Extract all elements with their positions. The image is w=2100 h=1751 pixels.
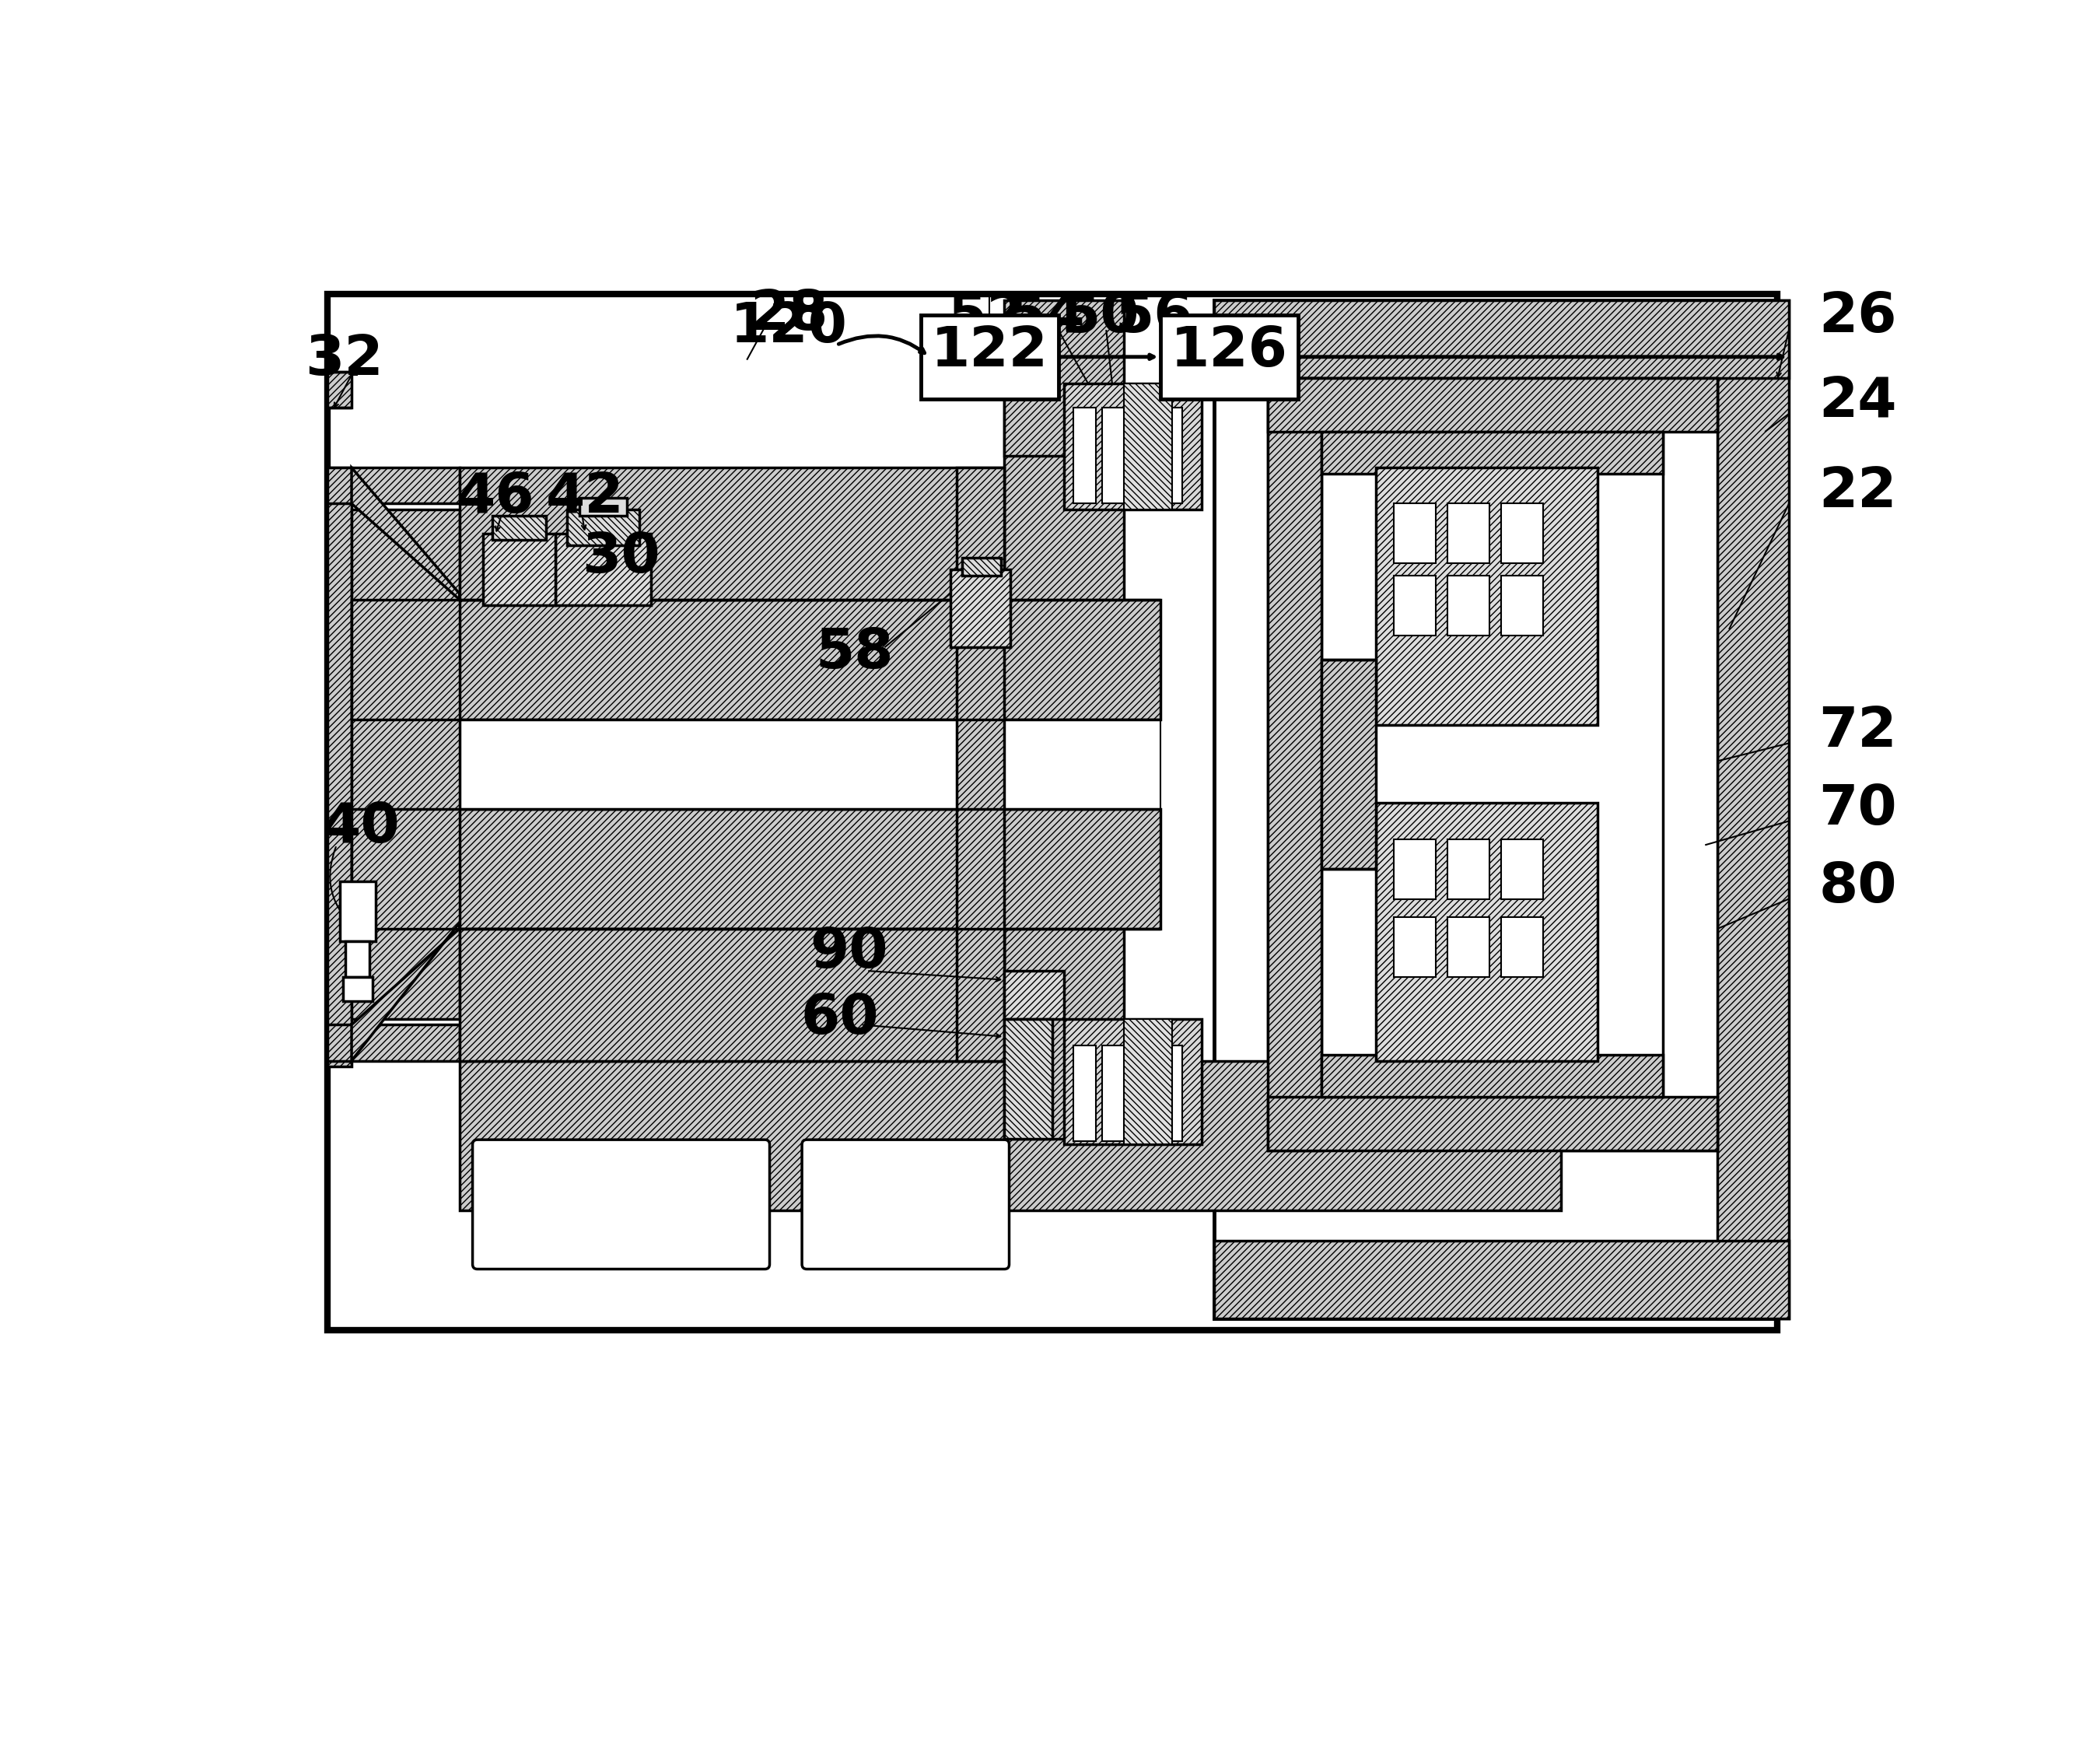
Text: 122: 122 [930,324,1048,378]
Bar [328,1024,460,1061]
Text: 22: 22 [1819,464,1896,518]
Text: 54: 54 [1008,291,1086,343]
Bar [1268,378,1718,1150]
Polygon shape [351,468,460,599]
Bar [351,809,1159,928]
Bar [1321,1054,1663,1096]
Bar [1065,1019,1201,1145]
Bar [1124,1019,1172,1145]
Text: 26: 26 [1819,291,1896,343]
Text: 46: 46 [456,471,536,525]
Bar [1394,839,1436,898]
Bar [460,1061,1560,1210]
Text: 42: 42 [546,471,624,525]
Bar [351,720,1159,809]
Bar [567,510,638,546]
Bar [1065,383,1201,510]
Bar [460,928,1004,1061]
FancyBboxPatch shape [802,1140,1010,1269]
Bar [1718,299,1789,1319]
Bar [956,468,1004,1061]
Bar [1159,1045,1182,1142]
Bar [328,468,460,504]
Bar [1447,839,1489,898]
Bar [1376,804,1598,1061]
Bar [328,371,351,408]
Bar [1376,468,1598,725]
Bar [1447,576,1489,636]
Text: 60: 60 [800,991,878,1045]
Bar [1268,378,1718,432]
Bar [328,468,351,1066]
Bar [962,557,1002,576]
Bar [1321,660,1376,868]
Text: 58: 58 [815,627,895,679]
Bar [351,599,1159,720]
Bar [1321,432,1663,1096]
Bar [1102,1045,1126,1142]
Polygon shape [351,923,460,1061]
Bar [1004,1019,1052,1138]
Bar [1502,504,1544,564]
Bar [1004,383,1124,1138]
Bar [328,294,1777,1331]
Bar [1102,408,1126,504]
Text: 40: 40 [321,800,399,854]
Bar [1268,378,1321,1150]
Text: 56: 56 [1115,291,1193,343]
Bar [1159,315,1298,399]
Bar [483,534,554,606]
Text: 50: 50 [1060,291,1140,343]
Bar [1159,408,1182,504]
Bar [920,315,1058,399]
Bar [1214,299,1789,378]
Text: 120: 120 [731,299,848,354]
Text: 126: 126 [1170,324,1287,378]
Bar [580,497,628,515]
Text: 52: 52 [947,291,1025,343]
Bar [1130,1045,1153,1142]
Bar [1321,432,1663,475]
Bar [1004,970,1065,1019]
Bar [1502,576,1544,636]
Text: 90: 90 [808,926,888,979]
Bar [1214,1240,1789,1319]
Text: 24: 24 [1819,375,1896,429]
Bar [1502,839,1544,898]
Bar [951,569,1010,648]
Bar [1502,918,1544,977]
Bar [1073,1045,1096,1142]
Text: 28: 28 [750,289,827,341]
Bar [1394,918,1436,977]
Bar [340,881,376,940]
Bar [1130,408,1153,504]
Bar [1447,504,1489,564]
Bar [1447,918,1489,977]
Bar [1268,1096,1718,1150]
Text: 80: 80 [1819,860,1896,914]
Text: 72: 72 [1819,704,1896,758]
Bar [342,977,372,1002]
Text: 70: 70 [1819,783,1896,835]
Bar [1124,383,1172,510]
Text: 30: 30 [582,531,659,585]
FancyBboxPatch shape [472,1140,769,1269]
Bar [1394,504,1436,564]
Bar [351,510,460,1019]
Bar [346,940,370,977]
Bar [1214,299,1777,1319]
Bar [1004,299,1124,455]
Bar [1073,408,1096,504]
Text: 32: 32 [304,333,382,387]
Bar [1394,576,1436,636]
Bar [460,468,1004,599]
Bar [491,515,546,539]
Bar [554,534,651,606]
